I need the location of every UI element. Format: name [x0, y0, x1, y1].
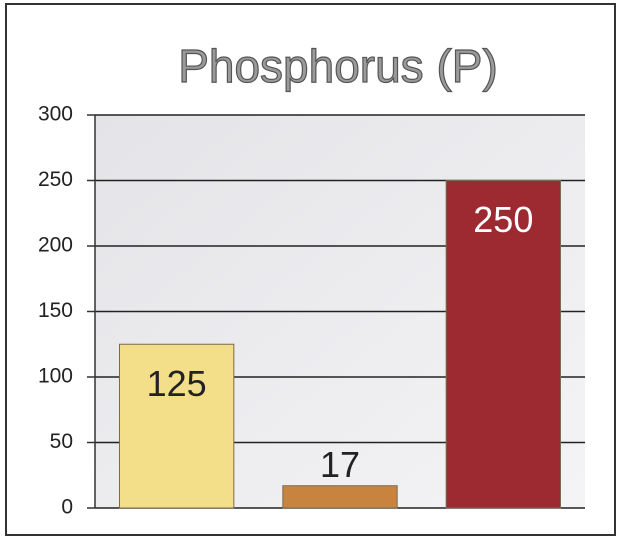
- bar: [282, 485, 398, 509]
- y-tick-label: 50: [50, 430, 73, 453]
- bar: [119, 343, 235, 509]
- y-tick-label: 300: [38, 103, 73, 126]
- data-label: 250: [473, 199, 533, 240]
- bar: [445, 180, 561, 509]
- y-tick-label: 0: [61, 496, 73, 519]
- data-label: 17: [320, 444, 360, 485]
- y-tick-label: 100: [38, 365, 73, 388]
- y-tick-label: 200: [38, 234, 73, 257]
- y-tick-label: 250: [38, 168, 73, 191]
- data-label: 125: [147, 363, 207, 404]
- chart-title: Phosphorus (P): [178, 40, 498, 92]
- y-tick-label: 150: [38, 299, 73, 322]
